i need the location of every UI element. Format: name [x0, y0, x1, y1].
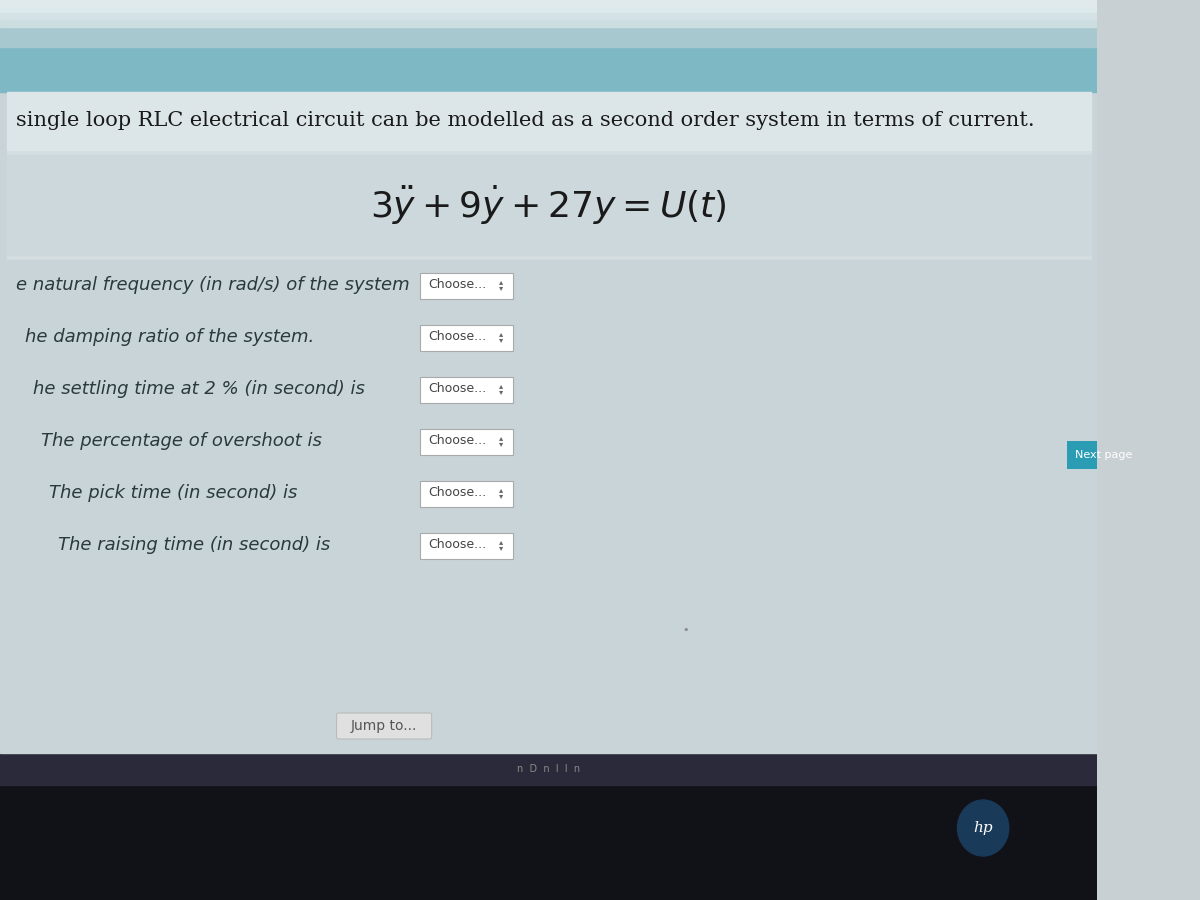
- Text: ▴: ▴: [499, 277, 504, 286]
- Bar: [0, 19, 1098, 27]
- Bar: [0, 27, 1098, 47]
- FancyBboxPatch shape: [420, 429, 514, 455]
- Text: ▴: ▴: [499, 537, 504, 546]
- Text: hp: hp: [973, 821, 992, 835]
- Bar: [7, 260, 1091, 750]
- FancyBboxPatch shape: [1067, 441, 1105, 469]
- Text: Choose...: Choose...: [428, 487, 486, 500]
- Text: The pick time (in second) is: The pick time (in second) is: [49, 484, 298, 502]
- FancyBboxPatch shape: [420, 533, 514, 559]
- Text: ▾: ▾: [499, 439, 504, 448]
- Text: ▾: ▾: [499, 284, 504, 292]
- Bar: [0, 0, 1098, 7]
- Bar: [0, 12, 1098, 19]
- Text: The raising time (in second) is: The raising time (in second) is: [58, 536, 330, 554]
- Bar: [7, 155, 1091, 255]
- Text: Choose...: Choose...: [428, 538, 486, 552]
- Text: he damping ratio of the system.: he damping ratio of the system.: [25, 328, 314, 346]
- Text: ▴: ▴: [499, 382, 504, 391]
- Text: ▾: ▾: [499, 491, 504, 500]
- Text: ▾: ▾: [499, 336, 504, 345]
- Text: ▴: ▴: [499, 434, 504, 443]
- Text: ▴: ▴: [499, 329, 504, 338]
- Text: e natural frequency (in rad/s) of the system: e natural frequency (in rad/s) of the sy…: [17, 276, 410, 294]
- Bar: [0, 7, 1098, 12]
- Text: Choose...: Choose...: [428, 278, 486, 292]
- Text: ▾: ▾: [499, 544, 504, 553]
- FancyBboxPatch shape: [420, 377, 514, 403]
- FancyBboxPatch shape: [420, 325, 514, 351]
- Bar: [7, 92, 1091, 150]
- Bar: [7, 100, 1091, 750]
- Text: •: •: [683, 625, 689, 635]
- Text: ▴: ▴: [499, 485, 504, 494]
- Text: single loop RLC electrical circuit can be modelled as a second order system in t: single loop RLC electrical circuit can b…: [17, 112, 1036, 130]
- Text: Jump to...: Jump to...: [350, 719, 418, 733]
- FancyBboxPatch shape: [420, 273, 514, 299]
- Text: Choose...: Choose...: [428, 435, 486, 447]
- Text: n  D  n  l  l  n: n D n l l n: [517, 764, 581, 774]
- FancyBboxPatch shape: [336, 713, 432, 739]
- Text: $3\ddot{y}+9\dot{y}+27y=\mathit{U}(t)$: $3\ddot{y}+9\dot{y}+27y=\mathit{U}(t)$: [371, 184, 727, 227]
- Text: Next page: Next page: [1074, 450, 1132, 460]
- Bar: [0, 47, 1098, 92]
- Text: he settling time at 2 % (in second) is: he settling time at 2 % (in second) is: [32, 380, 365, 398]
- Text: The percentage of overshoot is: The percentage of overshoot is: [41, 432, 322, 450]
- Bar: [0, 785, 1098, 900]
- Bar: [0, 0, 1098, 753]
- Text: Choose...: Choose...: [428, 382, 486, 395]
- FancyBboxPatch shape: [420, 481, 514, 507]
- Bar: [0, 753, 1098, 785]
- Text: ▾: ▾: [499, 388, 504, 397]
- Text: Choose...: Choose...: [428, 330, 486, 344]
- Circle shape: [958, 800, 1009, 856]
